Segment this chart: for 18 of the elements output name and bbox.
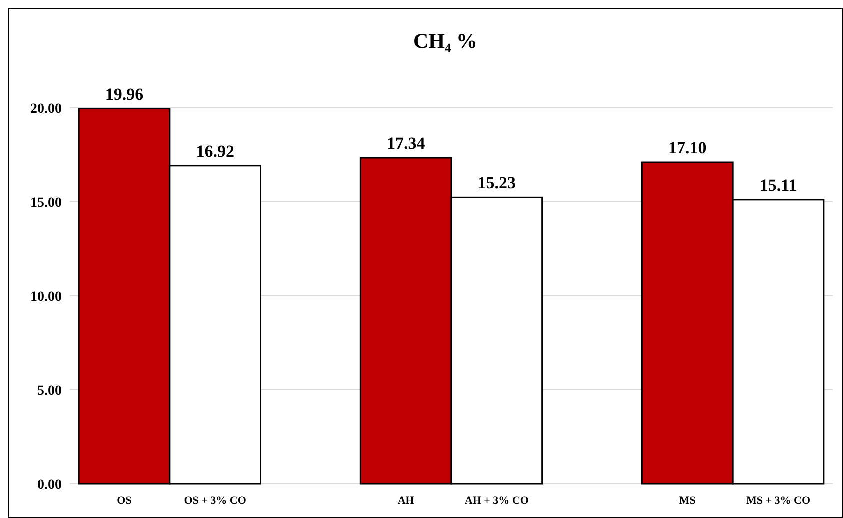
x-tick-label: MS xyxy=(679,495,696,507)
y-tick-label: 10.00 xyxy=(30,290,62,305)
data-label: 15.11 xyxy=(760,176,798,195)
data-label: 16.92 xyxy=(196,142,234,161)
y-tick-label: 0.00 xyxy=(38,478,62,493)
x-tick-label: OS xyxy=(117,495,132,507)
x-tick-label: AH + 3% CO xyxy=(464,495,530,507)
chart-title: CH₄ % xyxy=(413,29,478,53)
x-tick-label: AH xyxy=(398,495,415,507)
y-tick-label: 15.00 xyxy=(30,196,62,211)
y-tick-label: 20.00 xyxy=(30,102,62,117)
data-label: 17.10 xyxy=(668,138,707,158)
y-tick-label: 5.00 xyxy=(38,384,62,399)
data-label: 19.96 xyxy=(105,84,144,104)
data-label: 17.34 xyxy=(386,134,426,154)
x-tick-label: MS + 3% CO xyxy=(746,495,811,507)
data-label: 15.23 xyxy=(478,174,516,193)
x-tick-label: OS + 3% CO xyxy=(184,495,247,507)
